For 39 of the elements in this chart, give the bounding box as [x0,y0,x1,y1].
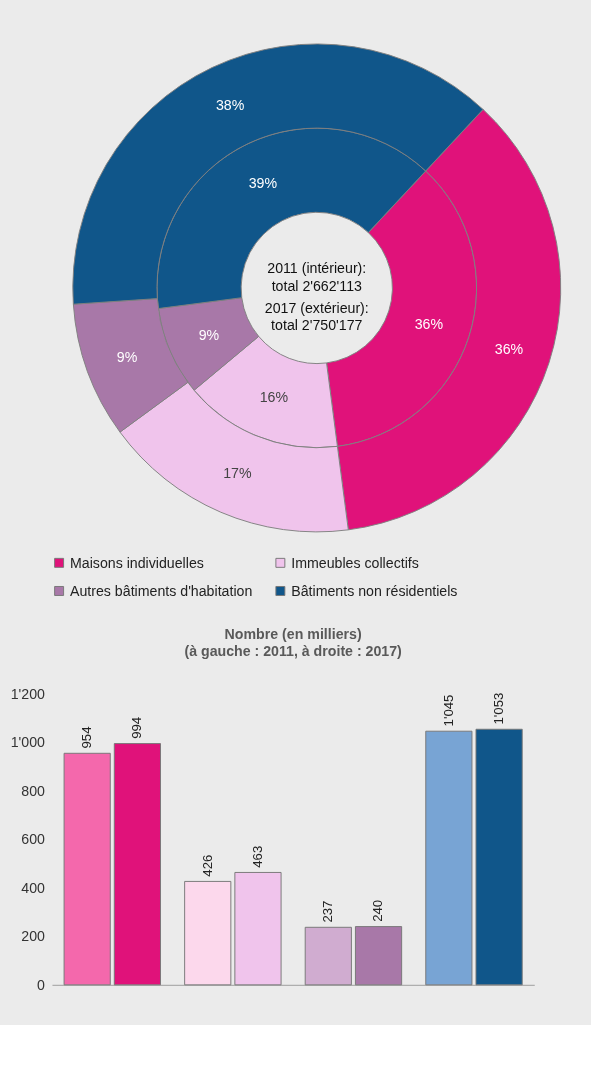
y-tick-label: 1'000 [10,734,46,751]
data-label: 39% [248,174,278,191]
legend-label: Autres bâtiments d'habitation [69,582,253,599]
bar [475,728,523,986]
bar [113,743,161,986]
y-tick-label: 600 [21,831,46,848]
data-label: 9% [198,326,220,343]
data-label: 36% [414,315,444,332]
data-label: 9% [116,348,138,365]
legend-label: Maisons individuelles [69,554,204,571]
bar [184,880,232,986]
chart-subtitle: (à gauche : 2011, à droite : 2017) [184,642,403,659]
y-tick-label: 0 [37,977,46,994]
data-label: 237 [320,900,336,923]
y-tick-label: 1'200 [10,685,46,702]
legend-label: Bâtiments non résidentiels [291,582,458,599]
text: 2017 (extérieur): total 2'750'177 [264,299,369,334]
bar [354,926,403,986]
y-tick-label: 400 [21,879,46,896]
chart-title: Nombre (en milliers) [224,625,362,642]
y-tick-label: 200 [21,928,46,945]
data-label: 426 [199,854,215,877]
bar [425,730,473,986]
data-label: 240 [370,899,386,922]
data-label: 17% [223,465,252,482]
legend-label: Immeubles collectifs [291,554,419,571]
data-label: 954 [78,726,94,749]
data-label: 16% [259,389,289,406]
data-label: 463 [249,845,265,868]
bar [234,871,282,986]
text: 2011 (intérieur): total 2'662'113 [267,259,367,294]
bar [63,752,111,986]
data-label: 1'053 [490,692,506,725]
data-label: 36% [494,341,524,358]
data-label: 994 [129,716,145,739]
y-tick-label: 800 [21,782,46,799]
data-label: 38% [215,97,245,114]
data-label: 1'045 [440,694,456,727]
bar [304,926,352,986]
